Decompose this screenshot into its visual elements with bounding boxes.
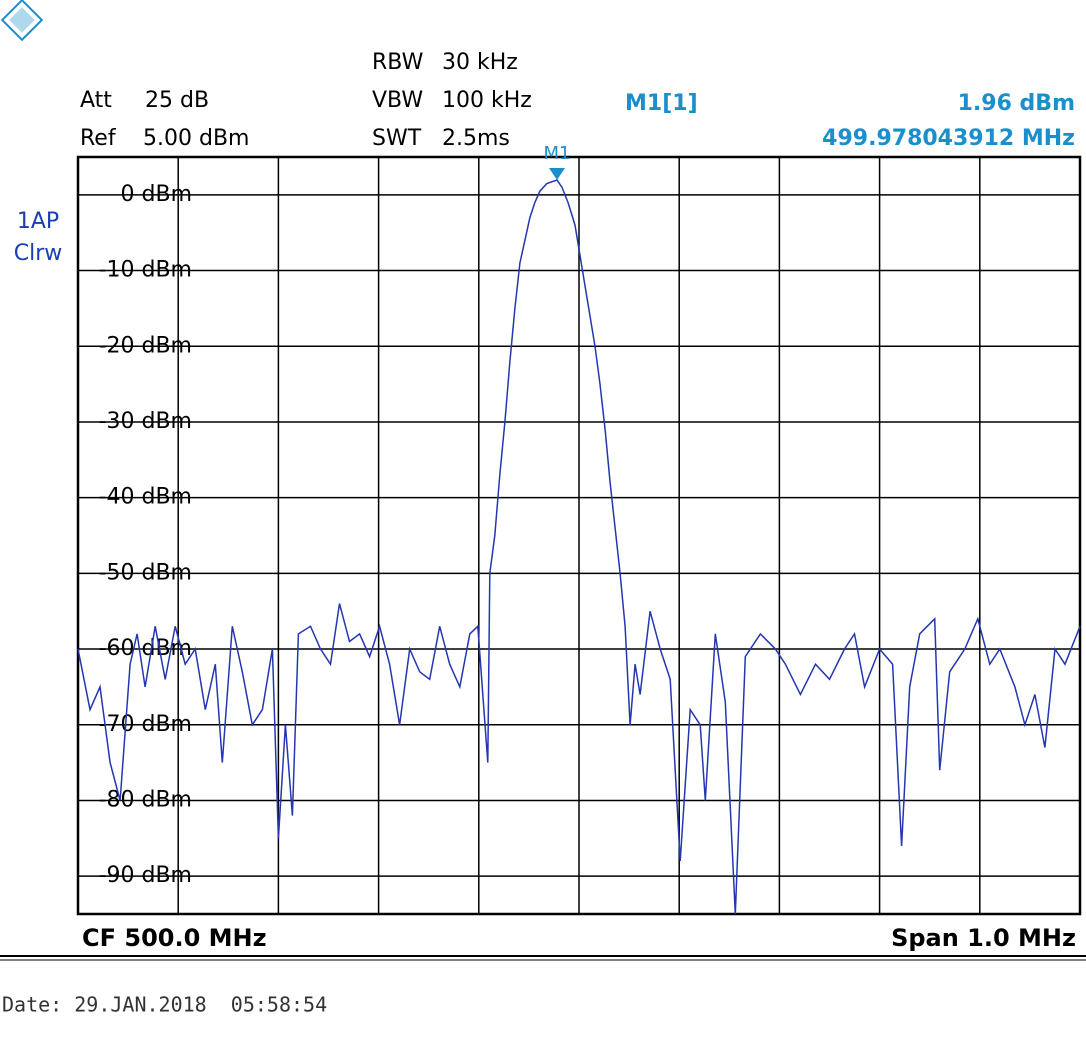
marker-frequency: 499.978043912 MHz [822,126,1075,151]
y-tick-label: -10 dBm [99,258,192,283]
date: Date: 29.JAN.2018 05:58:54 [2,993,327,1017]
center-frequency: CF 500.0 MHz [82,924,267,952]
setting-name: SWT [372,126,422,151]
y-tick-label: -90 dBm [99,863,192,888]
setting-name: VBW [372,88,423,113]
setting-value: 5.00 dBm [143,126,249,151]
y-tick-label: 0 dBm [121,182,192,207]
setting-value: 25 dB [145,88,209,113]
setting-name: RBW [372,50,424,75]
setting-value: 30 kHz [442,50,518,75]
logo [0,0,44,42]
setting-name: Ref [80,126,117,151]
marker-level: 1.96 dBm [958,91,1075,116]
setting-value: 100 kHz [442,88,532,113]
y-tick-label: -30 dBm [99,409,192,434]
setting-name: Att [80,88,112,113]
marker [549,168,565,181]
y-tick-label: -50 dBm [99,560,192,585]
marker-label: M1 [544,143,571,164]
setting-value: 2.5ms [442,126,510,151]
marker-name: M1[1] [625,91,698,116]
y-tick-label: -70 dBm [99,712,192,737]
y-tick-label: -60 dBm [99,636,192,661]
y-tick-label: -20 dBm [99,333,192,358]
plot-frame [76,155,1082,916]
y-tick-label: -40 dBm [99,485,192,510]
trace-mode: Clrw [14,241,63,266]
trace [77,179,1081,915]
y-tick-label: -80 dBm [99,787,192,812]
trace-mode: 1AP [17,209,59,234]
span: Span 1.0 MHz [891,924,1076,952]
